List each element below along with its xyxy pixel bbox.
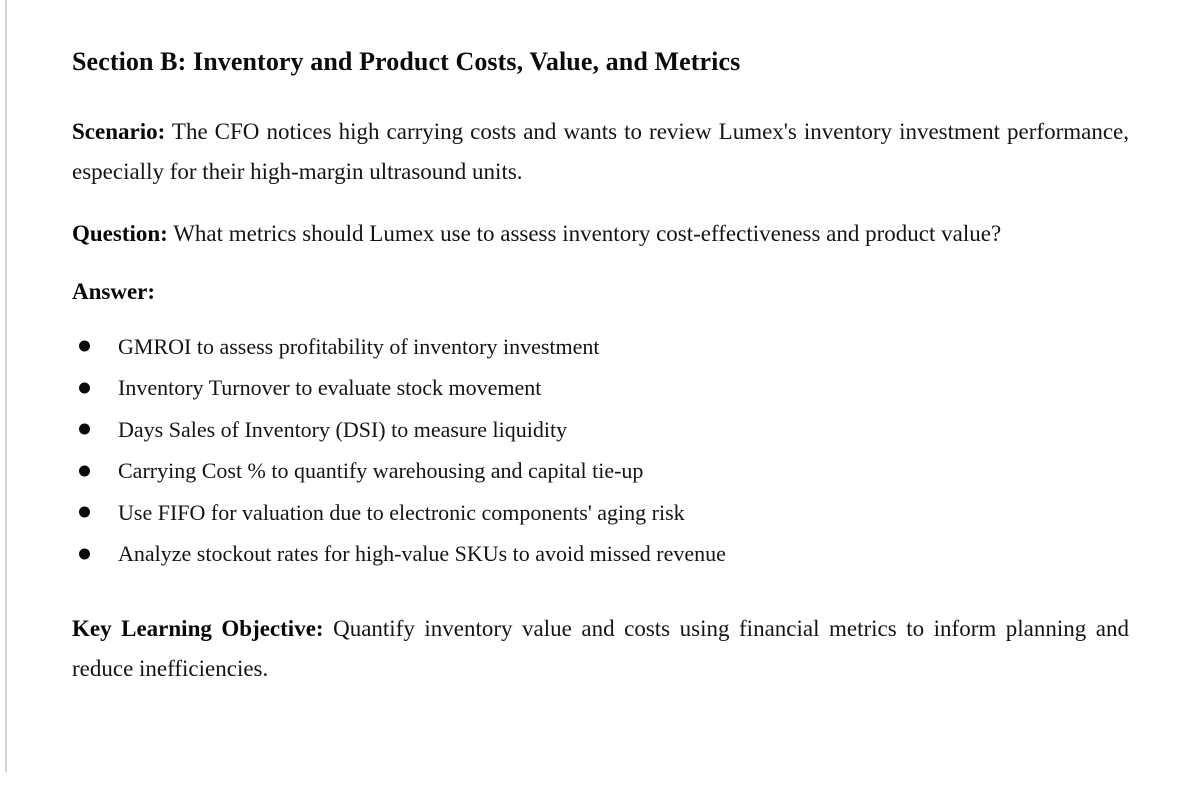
bullet-dot-icon xyxy=(79,382,90,394)
list-item: GMROI to assess profitability of invento… xyxy=(72,326,1129,368)
list-item: Days Sales of Inventory (DSI) to measure… xyxy=(72,409,1129,451)
bullet-dot-icon xyxy=(79,340,90,352)
bullet-dot-icon xyxy=(79,465,90,477)
spacer-after-heading xyxy=(72,78,1129,112)
question-paragraph: Question: What metrics should Lumex use … xyxy=(72,218,1129,250)
answer-bullet-list: GMROI to assess profitability of invento… xyxy=(72,326,1129,575)
spacer-after-bullets xyxy=(72,575,1129,609)
spacer-after-scenario xyxy=(72,192,1129,218)
page-left-edge-rule xyxy=(5,0,7,772)
list-item: Carrying Cost % to quantify warehousing … xyxy=(72,450,1129,492)
scenario-text: The CFO notices high carrying costs and … xyxy=(72,118,1129,184)
key-learning-objective-paragraph: Key Learning Objective: Quantify invento… xyxy=(72,609,1129,689)
bullet-dot-icon xyxy=(79,423,90,435)
list-item-label: Use FIFO for valuation due to electronic… xyxy=(118,499,685,525)
bullet-dot-icon xyxy=(79,548,90,560)
list-item-label: Days Sales of Inventory (DSI) to measure… xyxy=(118,416,568,442)
list-item-label: Inventory Turnover to evaluate stock mov… xyxy=(118,375,542,401)
document-content: Section B: Inventory and Product Costs, … xyxy=(72,46,1129,689)
key-learning-objective-label: Key Learning Objective: xyxy=(72,615,324,641)
list-item-label: Analyze stockout rates for high-value SK… xyxy=(118,541,726,567)
spacer-after-answer-label xyxy=(72,308,1129,326)
list-item-label: GMROI to assess profitability of invento… xyxy=(118,333,600,359)
list-item-label: Carrying Cost % to quantify warehousing … xyxy=(118,458,644,484)
scenario-paragraph: Scenario: The CFO notices high carrying … xyxy=(72,112,1129,192)
scenario-label: Scenario: xyxy=(72,118,166,144)
bullet-dot-icon xyxy=(79,506,90,518)
answer-label: Answer: xyxy=(72,278,156,304)
list-item: Analyze stockout rates for high-value SK… xyxy=(72,533,1129,575)
key-learning-objective-text: Quantify inventory value and costs using… xyxy=(72,615,1129,681)
list-item: Use FIFO for valuation due to electronic… xyxy=(72,492,1129,534)
question-text: What metrics should Lumex use to assess … xyxy=(173,220,1002,246)
question-label: Question: xyxy=(72,220,168,246)
page-title: Section B: Inventory and Product Costs, … xyxy=(72,47,741,76)
list-item: Inventory Turnover to evaluate stock mov… xyxy=(72,367,1129,409)
spacer-after-question xyxy=(72,250,1129,276)
